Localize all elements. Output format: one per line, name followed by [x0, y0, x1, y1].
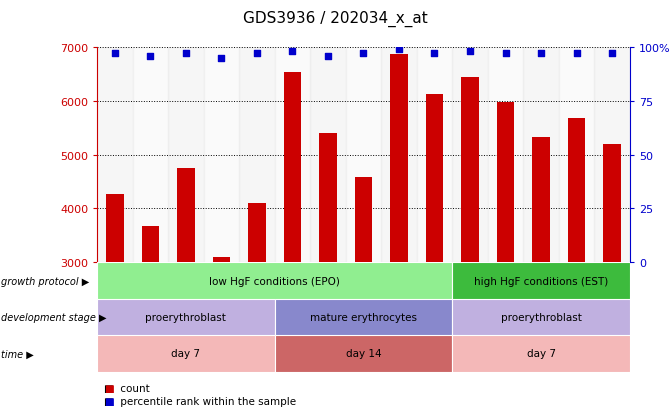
Bar	[133, 48, 168, 263]
Bar	[283, 73, 302, 263]
Text: day 7: day 7	[527, 349, 555, 358]
Bar	[212, 258, 230, 263]
Text: ■: ■	[104, 396, 114, 406]
Bar	[452, 263, 630, 299]
Text: ■  count: ■ count	[104, 383, 149, 393]
Bar	[567, 119, 586, 263]
Bar	[488, 48, 523, 263]
Bar	[106, 195, 124, 263]
Text: low HgF conditions (EPO): low HgF conditions (EPO)	[209, 276, 340, 286]
Bar	[168, 48, 204, 263]
Point	[358, 51, 369, 58]
Bar	[248, 204, 266, 263]
Point	[109, 51, 121, 58]
Bar	[97, 335, 275, 372]
Bar	[97, 299, 275, 335]
Text: proerythroblast: proerythroblast	[145, 312, 226, 322]
Point	[180, 51, 192, 58]
Bar	[390, 55, 408, 263]
Bar	[417, 48, 452, 263]
Bar	[452, 299, 630, 335]
Bar	[275, 335, 452, 372]
Bar	[603, 145, 621, 263]
Bar	[97, 48, 133, 263]
Text: ■  percentile rank within the sample: ■ percentile rank within the sample	[104, 396, 296, 406]
Point	[429, 51, 440, 58]
Text: time ▶: time ▶	[1, 349, 34, 358]
Point	[464, 49, 475, 55]
Bar	[354, 178, 373, 263]
Bar	[594, 48, 630, 263]
Point	[393, 47, 404, 53]
Text: growth protocol ▶: growth protocol ▶	[1, 276, 90, 286]
Bar	[310, 48, 346, 263]
Text: day 7: day 7	[172, 349, 200, 358]
Text: high HgF conditions (EST): high HgF conditions (EST)	[474, 276, 608, 286]
Point	[500, 51, 511, 58]
Bar	[452, 335, 630, 372]
Bar	[239, 48, 275, 263]
Bar	[452, 48, 488, 263]
Bar	[319, 134, 337, 263]
Bar	[381, 48, 417, 263]
Bar	[177, 168, 195, 263]
Bar	[204, 48, 239, 263]
Point	[571, 51, 582, 58]
Bar	[523, 48, 559, 263]
Point	[323, 53, 334, 60]
Bar	[275, 299, 452, 335]
Point	[287, 49, 297, 55]
Bar	[532, 138, 550, 263]
Bar	[461, 78, 479, 263]
Text: day 14: day 14	[346, 349, 381, 358]
Text: mature erythrocytes: mature erythrocytes	[310, 312, 417, 322]
Text: ■: ■	[104, 383, 114, 393]
Point	[216, 55, 226, 62]
Bar	[346, 48, 381, 263]
Bar	[141, 226, 159, 263]
Bar	[559, 48, 594, 263]
Point	[536, 51, 547, 58]
Point	[607, 51, 618, 58]
Bar	[425, 95, 444, 263]
Bar	[275, 48, 310, 263]
Bar	[496, 103, 515, 263]
Text: GDS3936 / 202034_x_at: GDS3936 / 202034_x_at	[243, 10, 427, 26]
Point	[145, 53, 155, 60]
Bar	[97, 263, 452, 299]
Point	[252, 51, 263, 58]
Text: development stage ▶: development stage ▶	[1, 312, 107, 322]
Text: proerythroblast: proerythroblast	[500, 312, 582, 322]
